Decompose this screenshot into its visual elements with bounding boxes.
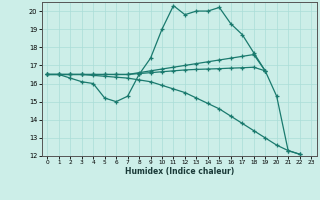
X-axis label: Humidex (Indice chaleur): Humidex (Indice chaleur)	[124, 167, 234, 176]
